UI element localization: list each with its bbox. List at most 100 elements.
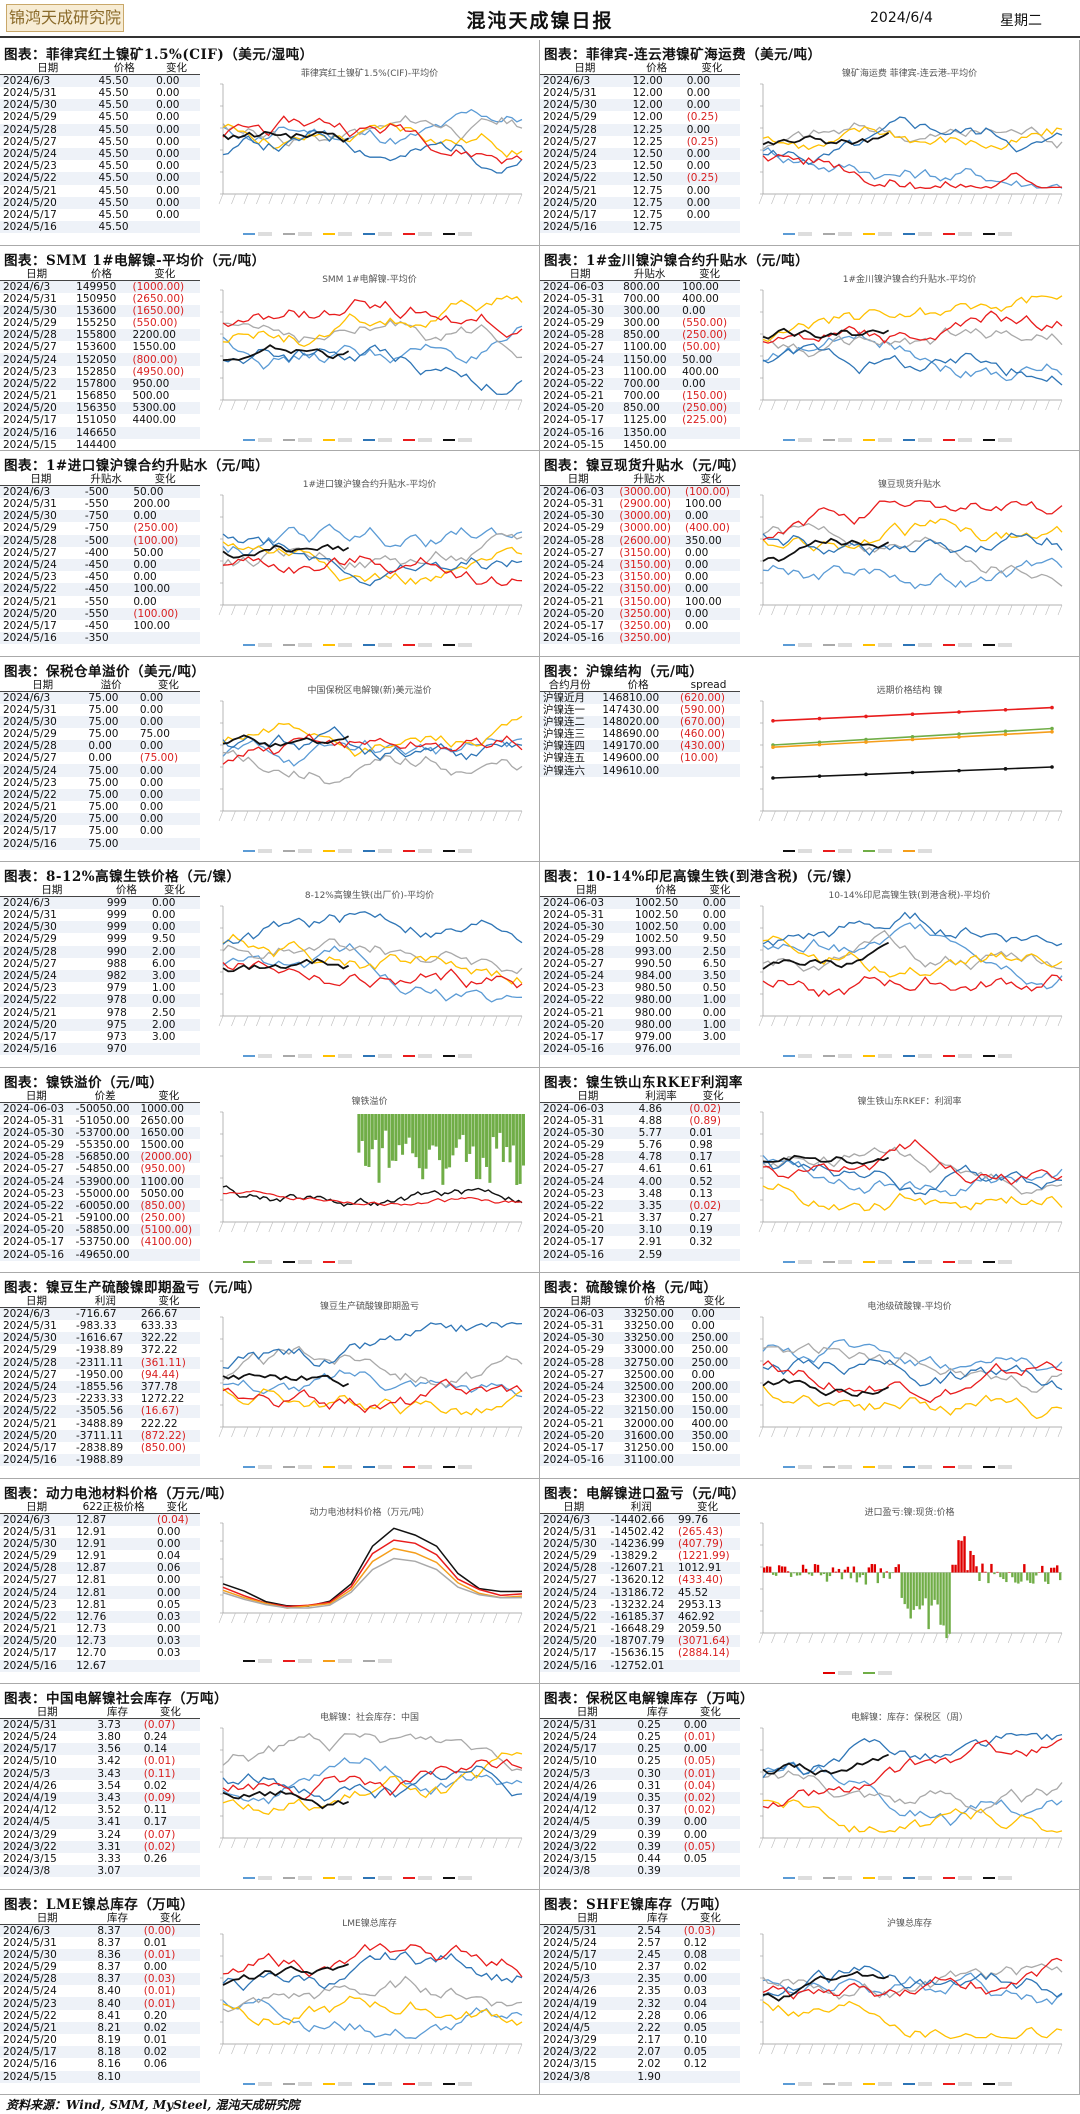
table-cell: 2024-06-03 bbox=[540, 1307, 621, 1320]
table-header-row: 日期 价格 变化 bbox=[540, 1295, 740, 1308]
x-tick bbox=[833, 1837, 839, 1849]
x-tick bbox=[883, 810, 888, 821]
legend-label-placeholder bbox=[798, 2081, 812, 2086]
table-row: 2024-05-22 3.35 (0.02) bbox=[540, 1199, 740, 1212]
import-bar bbox=[942, 1572, 945, 1625]
x-tick bbox=[1007, 193, 1013, 205]
table-cell: 2024/5/21 bbox=[3, 595, 57, 608]
premium-bar bbox=[495, 1113, 499, 1149]
x-tick bbox=[945, 193, 951, 205]
table-cell: 3.33 bbox=[97, 1852, 121, 1865]
table-cell: 2024/5/23 bbox=[0, 1997, 95, 2010]
table-header-cell: 变化 bbox=[683, 62, 740, 75]
table-cell: 2024-05-30 bbox=[540, 1332, 621, 1345]
x-tick bbox=[1032, 1015, 1038, 1027]
table-cell: 150.00 bbox=[688, 1405, 740, 1418]
table-cell: 2024-05-20 bbox=[540, 1429, 621, 1442]
table-cell: 2024-05-20 bbox=[540, 1018, 632, 1031]
table-row: 2024-05-28 -56850.00 (2000.00) bbox=[0, 1151, 200, 1164]
panel-table: 日期 利润率 变化 2024-06-03 4.86 (0.02) 2024-05-31 4.8… bbox=[540, 1089, 740, 1261]
table-cell: 2024-05-23 bbox=[543, 365, 605, 378]
premium-bar bbox=[404, 1113, 408, 1144]
table-cell: 2024/5/29 bbox=[543, 1549, 597, 1562]
table-row: 2024/6/3 12.87 (0.04) bbox=[0, 1513, 200, 1526]
table-cell: 2024-05-17 bbox=[543, 1236, 605, 1249]
import-bar bbox=[1059, 1572, 1062, 1580]
table-cell: 2024/5/21 bbox=[543, 1623, 597, 1636]
x-tick bbox=[455, 604, 460, 616]
table-header-cell: 日期 bbox=[0, 884, 104, 897]
table-cell: 350.00 bbox=[688, 1429, 740, 1442]
table-row: 2024/5/24 -13186.72 45.52 bbox=[540, 1586, 740, 1599]
premium-bar bbox=[411, 1113, 415, 1153]
table-cell: 100.00 bbox=[130, 583, 200, 596]
table-cell: 2024/5/27 bbox=[3, 135, 57, 148]
table-row: 2024/3/22 0.39 (0.05) bbox=[540, 1840, 740, 1853]
table-cell: (1650.00) bbox=[129, 304, 200, 317]
x-tick bbox=[218, 1015, 224, 1027]
structure-point bbox=[864, 714, 868, 718]
report-header: 锦鸿天成研究院 混沌天成镍日报 2024/6/4 星期二 bbox=[0, 0, 1080, 38]
table-cell: 2024/4/19 bbox=[540, 1791, 635, 1805]
series-line bbox=[762, 2000, 1063, 2039]
x-tick bbox=[256, 2043, 261, 2054]
table-cell: 2650.00 bbox=[140, 1114, 184, 1127]
table-cell: 2024/5/16 bbox=[0, 1043, 104, 1056]
table-cell: 2024/5/30 bbox=[0, 304, 74, 317]
table-row: 2024/3/8 1.90 bbox=[540, 2070, 740, 2083]
table-cell: 2024/5/24 bbox=[0, 969, 104, 983]
table-row: 2024-05-22 -60050.00 (850.00) bbox=[0, 1199, 200, 1212]
table-row: 沪镍连二 148020.00 (670.00) bbox=[540, 715, 740, 728]
legend-label-placeholder bbox=[878, 1465, 892, 1469]
x-tick bbox=[480, 1426, 485, 1438]
table-row: 2024/5/17 3.56 0.14 bbox=[0, 1743, 200, 1756]
x-tick bbox=[1020, 399, 1025, 410]
panel-table: 日期 库存 变化 2024/5/31 0.25 0.00 2024/5/24 0.25 (0.0… bbox=[540, 1706, 740, 1878]
x-tick bbox=[355, 1612, 361, 1623]
table-cell: 3.52 bbox=[97, 1804, 121, 1817]
structure-point bbox=[910, 770, 915, 774]
table-cell: 372.22 bbox=[140, 1344, 178, 1357]
table-cell: 2024-05-28 bbox=[540, 534, 617, 547]
table-cell: 0.00 bbox=[157, 1525, 181, 1538]
panel-table: 日期 库存 变化 2024/6/3 8.37 (0.00) 2024/5/31 8.37 0.0… bbox=[0, 1911, 200, 2083]
table-cell: 50.00 bbox=[679, 353, 740, 366]
x-tick bbox=[305, 399, 311, 410]
x-tick bbox=[958, 399, 963, 410]
table-cell: 1450.00 bbox=[623, 438, 667, 451]
table-row: 2024/6/3 45.50 0.00 bbox=[0, 74, 200, 87]
table-header-cell: 升贴水 bbox=[81, 473, 131, 486]
x-tick bbox=[808, 604, 814, 616]
premium-bar bbox=[377, 1113, 381, 1183]
chart-title: 镍矿海运费 菲律宾-连云港-平均价 bbox=[842, 67, 977, 79]
table-cell: 2024/5/28 bbox=[540, 1562, 608, 1575]
table-header-row: 日期 升贴水 变化 bbox=[0, 473, 200, 486]
table-cell: 0.02 bbox=[140, 2046, 200, 2059]
table-row: 2024-05-29 1002.50 9.50 bbox=[540, 933, 740, 945]
x-tick bbox=[256, 1221, 261, 1232]
table-header-cell: 利润率 bbox=[635, 1089, 687, 1103]
x-tick bbox=[1045, 1221, 1050, 1232]
x-tick bbox=[796, 1221, 801, 1232]
legend-label-placeholder bbox=[958, 232, 972, 236]
table-cell: 2024-05-27 bbox=[543, 1368, 605, 1381]
table-cell: 1012.91 bbox=[675, 1562, 740, 1575]
table-cell: 2024/5/16 bbox=[0, 426, 74, 439]
table-row: 2024/6/3 75.00 0.00 bbox=[0, 691, 200, 704]
table-row: 2024/5/23 75.00 0.00 bbox=[0, 777, 200, 789]
table-cell: 2024-05-31 bbox=[543, 292, 605, 305]
table-cell: -14502.42 bbox=[610, 1525, 665, 1538]
x-tick bbox=[808, 1632, 814, 1643]
table-row: 2024/6/3 -500 50.00 bbox=[0, 485, 200, 498]
legend-label-placeholder bbox=[298, 1054, 312, 1058]
table-row: 2024/5/30 45.50 0.00 bbox=[0, 99, 200, 112]
x-tick bbox=[920, 399, 926, 410]
table-cell: 400.00 bbox=[682, 292, 719, 305]
premium-bar bbox=[407, 1113, 411, 1138]
table-cell bbox=[140, 2070, 200, 2083]
table-row: 2024/5/22 12.76 0.03 bbox=[0, 1610, 200, 1623]
table-cell: 222.22 bbox=[140, 1417, 178, 1430]
table-row: 2024/5/31 75.00 0.00 bbox=[0, 704, 200, 716]
table-header-cell: 日期 bbox=[540, 1500, 608, 1514]
table-cell: 2024-05-16 bbox=[540, 426, 621, 439]
